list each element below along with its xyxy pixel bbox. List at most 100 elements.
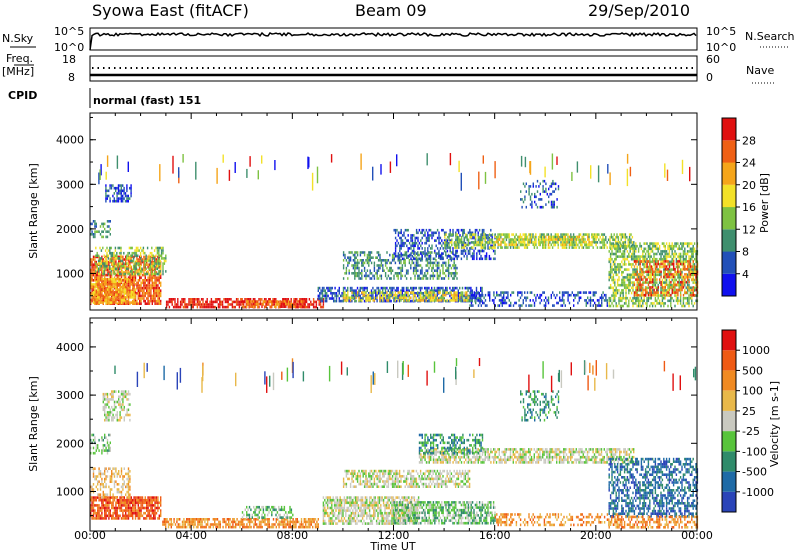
- heatmap-cell: [399, 250, 400, 253]
- heatmap-cell: [659, 300, 660, 303]
- heatmap-cell: [614, 271, 615, 274]
- heatmap-cell: [106, 255, 107, 258]
- heatmap-cell: [562, 297, 563, 300]
- heatmap-cell: [332, 295, 333, 298]
- heatmap-cell: [346, 267, 347, 270]
- heatmap-cell: [361, 287, 362, 290]
- heatmap-cell: [444, 236, 445, 239]
- heatmap-cell: [112, 262, 113, 265]
- heatmap-cell: [660, 250, 661, 253]
- heatmap-cell: [542, 238, 543, 241]
- heatmap-cell: [504, 291, 505, 294]
- heatmap-cell: [145, 287, 146, 290]
- heatmap-cell: [374, 275, 375, 278]
- heatmap-cell: [451, 239, 452, 242]
- heatmap-cell: [679, 281, 680, 284]
- heatmap-cell: [413, 294, 414, 297]
- heatmap-cell: [602, 239, 603, 242]
- heatmap-cell: [146, 268, 147, 271]
- heatmap-cell: [602, 246, 603, 249]
- heatmap-cell: [662, 289, 663, 292]
- heatmap-cell: [623, 258, 624, 261]
- heatmap-cell: [120, 273, 121, 276]
- heatmap-cell: [565, 291, 566, 294]
- heatmap-cell: [97, 268, 98, 271]
- heatmap-cell: [381, 287, 382, 290]
- heatmap-cell: [574, 246, 575, 249]
- heatmap-cell: [638, 258, 639, 261]
- heatmap-cell: [112, 255, 113, 258]
- heatmap-cell: [414, 267, 415, 270]
- heatmap-cell: [186, 306, 187, 309]
- heatmap-cell: [563, 246, 564, 249]
- heatmap-cell: [316, 301, 317, 304]
- heatmap-cell: [479, 229, 480, 232]
- heatmap-cell: [143, 295, 144, 298]
- heatmap-cell: [631, 263, 632, 266]
- heatmap-cell: [207, 298, 208, 301]
- heatmap-cell: [126, 195, 127, 198]
- heatmap-cell: [125, 301, 126, 304]
- heatmap-cell: [408, 239, 409, 242]
- heatmap-cell: [631, 276, 632, 279]
- heatmap-cell: [398, 277, 399, 280]
- heatmap-cell: [261, 305, 262, 308]
- heatmap-cell: [403, 299, 404, 302]
- heatmap-cell: [518, 246, 519, 249]
- heatmap-cell: [621, 274, 622, 277]
- heatmap-cell: [417, 269, 418, 272]
- heatmap-cell: [620, 297, 621, 300]
- heatmap-cell: [428, 267, 429, 270]
- heatmap-cell: [246, 303, 247, 306]
- heatmap-cell: [145, 302, 146, 305]
- heatmap-cell: [655, 287, 656, 290]
- heatmap-cell: [653, 284, 654, 287]
- heatmap-cell: [120, 257, 121, 260]
- heatmap-cell: [419, 254, 420, 257]
- heatmap-cell: [461, 291, 462, 294]
- heatmap-cell: [295, 305, 296, 308]
- heatmap-cell: [260, 300, 261, 303]
- heatmap-cell: [325, 292, 326, 295]
- heatmap-cell: [483, 250, 484, 253]
- beam-label: Beam 09: [355, 1, 427, 20]
- heatmap-cell: [413, 234, 414, 237]
- heatmap-cell: [573, 241, 574, 244]
- heatmap-cell: [285, 300, 286, 303]
- heatmap-cell: [405, 259, 406, 262]
- heatmap-cell: [162, 257, 163, 260]
- heatmap-cell: [414, 287, 415, 290]
- heatmap-cell: [478, 236, 479, 239]
- heatmap-cell: [101, 236, 102, 239]
- heatmap-cell: [620, 248, 621, 251]
- heatmap-cell: [537, 246, 538, 249]
- heatmap-cell: [110, 278, 111, 281]
- heatmap-cell: [623, 294, 624, 297]
- heatmap-cell: [602, 297, 603, 300]
- heatmap-cell: [287, 300, 288, 303]
- heatmap-cell: [416, 264, 417, 267]
- heatmap-cell: [367, 289, 368, 292]
- heatmap-cell: [126, 300, 127, 303]
- heatmap-cell: [652, 248, 653, 251]
- heatmap-cell: [397, 295, 398, 298]
- heatmap-cell: [462, 291, 463, 294]
- heatmap-cell: [136, 252, 137, 255]
- heatmap-cell: [451, 275, 452, 278]
- heatmap-cell: [155, 273, 156, 276]
- heatmap-cell: [632, 236, 633, 239]
- heatmap-cell: [428, 251, 429, 254]
- heatmap-cell: [448, 233, 449, 236]
- heatmap-cell: [96, 294, 97, 297]
- heatmap-cell: [452, 294, 453, 297]
- heatmap-cell: [200, 306, 201, 309]
- heatmap-cell: [112, 283, 113, 286]
- heatmap-cell: [665, 276, 666, 279]
- heatmap-cell: [523, 302, 524, 305]
- heatmap-cell: [402, 245, 403, 248]
- heatmap-cell: [343, 264, 344, 267]
- heatmap-cell: [427, 237, 428, 240]
- heatmap-cell: [495, 236, 496, 239]
- heatmap-cell: [563, 243, 564, 246]
- heatmap-cell: [614, 258, 615, 261]
